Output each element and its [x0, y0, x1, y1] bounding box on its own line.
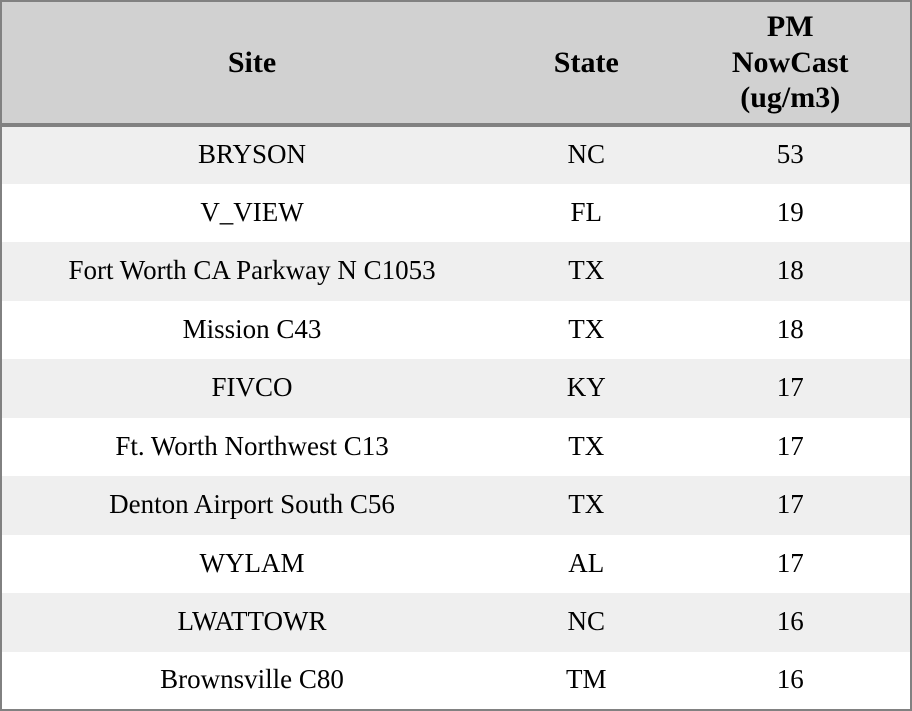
- table-row: Denton Airport South C56 TX 17: [1, 476, 911, 535]
- state-cell: TX: [568, 430, 605, 461]
- table-row: Fort Worth CA Parkway N C1053 TX 18: [1, 242, 911, 301]
- table-row: FIVCO KY 17: [1, 359, 911, 418]
- pm-nowcast-cell: 16: [776, 664, 804, 695]
- site-cell: Mission C43: [182, 313, 322, 344]
- state-cell: TM: [566, 664, 607, 695]
- state-cell: NC: [567, 139, 606, 170]
- table-row: Ft. Worth Northwest C13 TX 17: [1, 417, 911, 476]
- site-cell: Denton Airport South C56: [109, 489, 395, 520]
- column-header-site: Site: [1, 1, 503, 127]
- table-row: V_VIEW FL 19: [1, 183, 911, 242]
- table-row: BRYSON NC 53: [1, 125, 911, 184]
- column-header-pm-nowcast-label: PM NowCast (ug/m3): [731, 10, 849, 115]
- state-cell: TX: [568, 489, 605, 520]
- column-header-pm-nowcast: PM NowCast (ug/m3): [670, 1, 911, 127]
- site-cell: LWATTOWR: [177, 606, 327, 637]
- state-cell: FL: [570, 196, 603, 227]
- column-header-state-label: State: [553, 45, 619, 79]
- state-cell: NC: [567, 606, 606, 637]
- table-row: Brownsville C80 TM 16: [1, 651, 911, 710]
- table-header: Site State PM NowCast (ug/m3): [1, 1, 911, 127]
- table-row: Mission C43 TX 18: [1, 300, 911, 359]
- site-cell: Ft. Worth Northwest C13: [115, 430, 389, 461]
- table-row: LWATTOWR NC 16: [1, 593, 911, 652]
- site-cell: FIVCO: [211, 372, 293, 403]
- site-cell: V_VIEW: [200, 196, 304, 227]
- site-cell: BRYSON: [198, 139, 307, 170]
- pm-nowcast-cell: 17: [776, 430, 804, 461]
- column-header-state: State: [502, 1, 671, 127]
- site-cell: Fort Worth CA Parkway N C1053: [68, 255, 436, 286]
- table-body: BRYSON NC 53 V_VIEW FL 19 Fort Worth CA …: [1, 125, 911, 710]
- state-cell: KY: [566, 372, 606, 403]
- pm-nowcast-cell: 17: [776, 372, 804, 403]
- pm-nowcast-cell: 17: [776, 489, 804, 520]
- pm-nowcast-cell: 18: [776, 255, 804, 286]
- site-cell: WYLAM: [199, 547, 305, 578]
- state-cell: AL: [568, 547, 605, 578]
- pm-nowcast-cell: 16: [776, 606, 804, 637]
- table-row: WYLAM AL 17: [1, 534, 911, 593]
- pm-nowcast-cell: 19: [776, 196, 804, 227]
- header-row: Site State PM NowCast (ug/m3): [1, 1, 911, 127]
- pm-nowcast-cell: 18: [776, 313, 804, 344]
- state-cell: TX: [568, 255, 605, 286]
- column-header-site-label: Site: [227, 45, 277, 79]
- state-cell: TX: [568, 313, 605, 344]
- pm-nowcast-cell: 17: [776, 547, 804, 578]
- site-cell: Brownsville C80: [160, 664, 344, 695]
- pm-nowcast-cell: 53: [776, 139, 804, 170]
